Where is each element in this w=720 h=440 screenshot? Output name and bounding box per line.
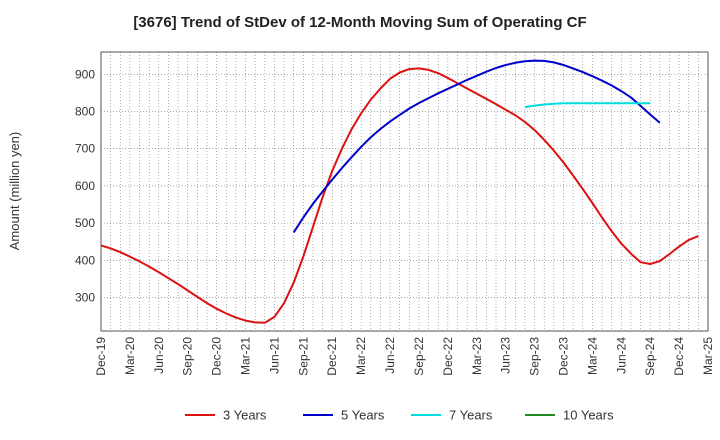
legend-label-7-years: 7 Years: [449, 408, 493, 423]
x-tick-label: Mar-21: [239, 337, 253, 375]
chart-title: [3676] Trend of StDev of 12-Month Moving…: [133, 14, 587, 31]
x-tick-label: Dec-21: [325, 337, 339, 376]
x-tick-label: Sep-22: [412, 337, 426, 376]
x-tick-label: Jun-24: [614, 337, 628, 374]
y-tick-label: 300: [75, 291, 95, 305]
x-tick-label: Jun-20: [152, 337, 166, 374]
x-tick-label: Jun-23: [499, 337, 513, 374]
y-tick-label: 700: [75, 142, 95, 156]
series-line-5-years: [292, 59, 661, 233]
y-tick-label: 800: [75, 105, 95, 119]
x-tick-label: Mar-25: [701, 337, 715, 375]
series-line-3-years: [100, 67, 699, 324]
x-tick-label: Mar-24: [585, 337, 599, 375]
x-tick-label: Dec-23: [556, 337, 570, 376]
x-tick-label: Sep-23: [528, 337, 542, 376]
x-tick-label: Dec-22: [441, 337, 455, 376]
y-tick-label: 600: [75, 179, 95, 193]
y-tick-label: 500: [75, 216, 95, 230]
x-axis-ticks: Dec-19 Mar-20 Jun-20 Sep-20 Dec-20 Mar-21 Jun-…: [94, 337, 715, 376]
x-tick-label: Sep-21: [296, 337, 310, 376]
legend-label-5-years: 5 Years: [341, 408, 385, 423]
x-tick-label: Jun-22: [383, 337, 397, 374]
x-tick-label: Mar-20: [123, 337, 137, 375]
legend: 3 Years 5 Years 7 Years 10 Years: [185, 408, 614, 423]
x-tick-label: Mar-23: [470, 337, 484, 375]
series-line-7-years: [524, 102, 651, 109]
series-layer: [100, 59, 699, 324]
y-tick-label: 400: [75, 253, 95, 267]
x-tick-label: Sep-24: [643, 337, 657, 376]
x-tick-label: Jun-21: [267, 337, 281, 374]
x-tick-label: Dec-19: [94, 337, 108, 376]
y-tick-label: 900: [75, 67, 95, 81]
x-tick-label: Dec-24: [672, 337, 686, 376]
x-tick-label: Sep-20: [181, 337, 195, 376]
y-axis-label: Amount (million yen): [7, 132, 22, 251]
x-tick-label: Dec-20: [210, 337, 224, 376]
x-tick-label: Mar-22: [354, 337, 368, 375]
plot-frame: [100, 51, 709, 332]
y-axis-ticks: 300 400 500 600 700 800 900: [75, 67, 95, 304]
grid: [100, 52, 709, 331]
legend-label-3-years: 3 Years: [223, 408, 267, 423]
legend-label-10-years: 10 Years: [563, 408, 614, 423]
